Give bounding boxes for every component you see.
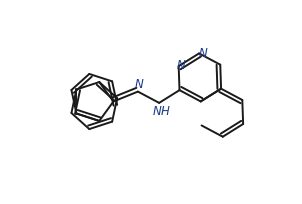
Text: N: N bbox=[198, 47, 207, 60]
Text: N: N bbox=[153, 105, 162, 118]
Text: H: H bbox=[160, 105, 169, 118]
Text: N: N bbox=[177, 58, 185, 71]
Text: N: N bbox=[135, 78, 143, 91]
